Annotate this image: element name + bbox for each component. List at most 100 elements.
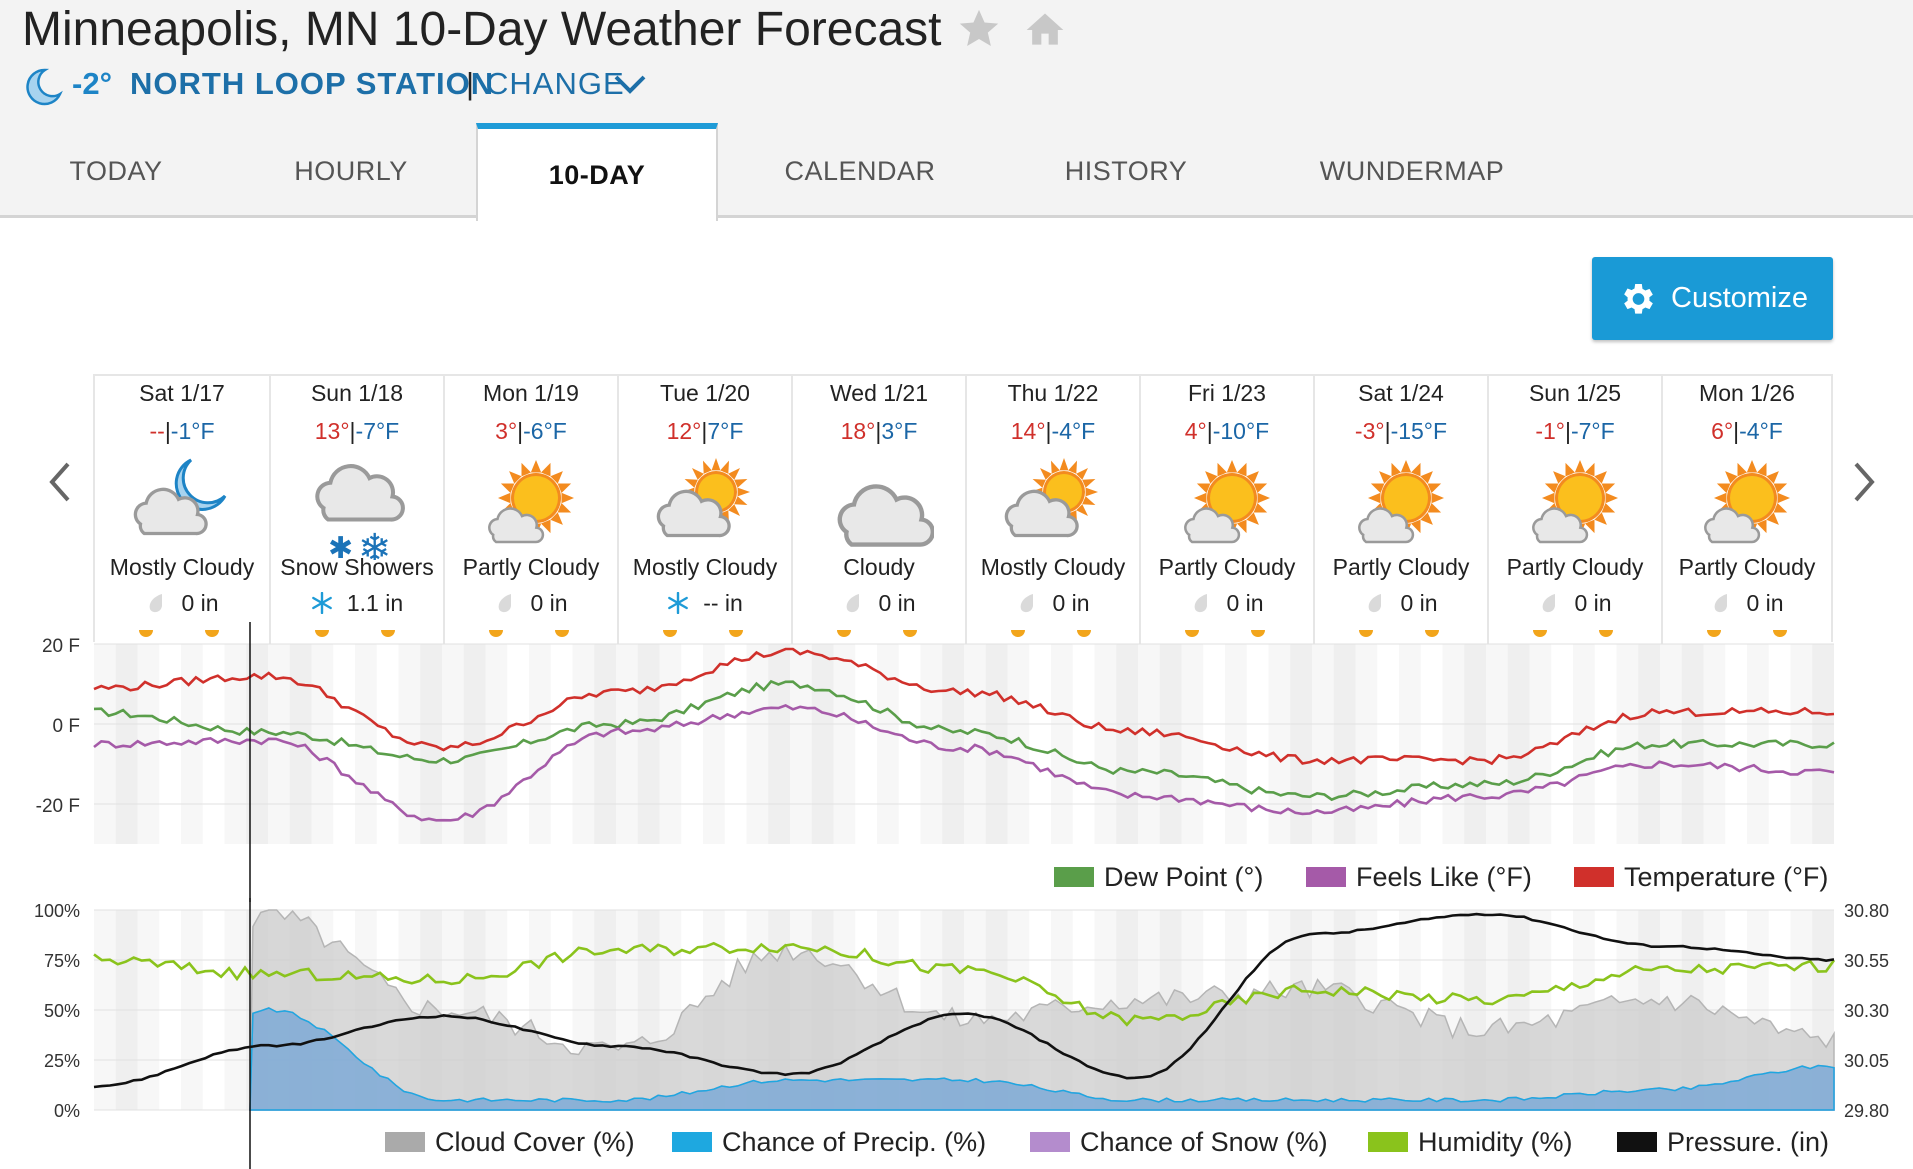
legend-swatch — [1306, 867, 1346, 887]
legend-label: Temperature (°F) — [1624, 861, 1829, 892]
precip-amount: 0 in — [967, 590, 1139, 617]
mostly-cloudy-icon — [656, 458, 750, 538]
temp-separator: | — [1045, 418, 1052, 444]
night-band — [594, 644, 616, 844]
y-tick-label: -20 F — [36, 796, 80, 817]
legend-swatch — [1617, 1132, 1657, 1152]
previous-days-arrow-icon[interactable] — [44, 458, 76, 506]
favorite-star-icon[interactable] — [956, 6, 1002, 52]
night-band — [681, 644, 703, 844]
humidity-line — [93, 941, 1836, 1027]
night-band — [1594, 644, 1617, 844]
partly-cloudy-icon — [488, 460, 574, 544]
day-date: Fri 1/23 — [1188, 380, 1266, 406]
y-tick-label: 75% — [44, 951, 80, 971]
day-column[interactable]: Thu 1/22 14°|-4°F Mostly Cloudy 0 in — [965, 376, 1139, 644]
tab-history[interactable]: HISTORY — [1064, 155, 1188, 186]
ten-day-strip: Sat 1/17 --|-1°F Mostly Cloudy 0 in Sun 1/18… — [93, 374, 1833, 644]
night-band — [1116, 644, 1138, 844]
tab-today[interactable]: TODAY — [69, 155, 163, 186]
day-date: Mon 1/26 — [1699, 380, 1795, 406]
night-mostly-cloudy-icon — [133, 458, 227, 536]
gear-icon — [1624, 283, 1653, 314]
high-low-temp: 18°|3°F — [793, 418, 965, 445]
sunrise-marker — [489, 630, 503, 637]
precip-amount: 0 in — [1315, 590, 1487, 617]
low-temp: 7°F — [707, 418, 744, 444]
day-column[interactable]: Mon 1/19 3°|-6°F Partly Cloudy 0 in — [443, 376, 617, 644]
sunset-marker — [903, 630, 917, 637]
night-band — [246, 644, 268, 844]
y2-tick-label: 29.80 — [1844, 1101, 1889, 1121]
mostly-cloudy-icon — [1004, 458, 1098, 538]
day-date: Sun 1/25 — [1528, 380, 1622, 406]
condition-label: Partly Cloudy — [462, 554, 600, 580]
sunset-marker — [555, 630, 569, 637]
day-column[interactable]: Sun 1/25 -1°|-7°F Partly Cloudy 0 in — [1487, 376, 1661, 644]
low-temp: -10°F — [1212, 418, 1270, 444]
day-column[interactable]: Mon 1/26 6°|-4°F Partly Cloudy 0 in — [1661, 376, 1831, 644]
chevron-down-icon[interactable] — [612, 72, 648, 96]
high-low-temp: -3°|-15°F — [1315, 418, 1487, 445]
station-name[interactable]: NORTH LOOP STATION — [130, 66, 495, 101]
svg-text:✱: ✱ — [328, 531, 353, 560]
tab-hourly[interactable]: HOURLY — [294, 155, 408, 186]
night-band — [1159, 644, 1182, 844]
day-column[interactable]: Sat 1/24 -3°|-15°F Partly Cloudy 0 in — [1313, 376, 1487, 644]
day-column[interactable]: Sat 1/17 --|-1°F Mostly Cloudy 0 in — [95, 376, 269, 644]
tab-10-day[interactable]: 10-DAY — [476, 123, 718, 221]
rain-drop-icon — [842, 592, 864, 614]
day-column[interactable]: Sun 1/18 13°|-7°F ✱ ❄ Snow Showers 1.1 in — [269, 376, 443, 644]
y-tick-label: 0 F — [53, 716, 80, 737]
legend-label: Feels Like (°F) — [1356, 861, 1532, 892]
night-band — [1464, 644, 1486, 844]
next-days-arrow-icon[interactable] — [1848, 458, 1880, 506]
sunset-marker — [381, 630, 395, 637]
day-column[interactable]: Wed 1/21 18°|3°F Cloudy 0 in — [791, 376, 965, 644]
page-header: Minneapolis, MN 10-Day Weather Forecast … — [0, 0, 1913, 221]
page-title: Minneapolis, MN 10-Day Weather Forecast — [22, 3, 942, 56]
legend-cloud-cover: Cloud Cover (%) — [385, 1126, 635, 1158]
y-tick-label: 100% — [34, 901, 80, 921]
day-date: Sat 1/17 — [139, 380, 225, 406]
customize-label: Customize — [1671, 282, 1808, 314]
night-band — [1551, 644, 1573, 844]
legend-label: Chance of Precip. (%) — [722, 1126, 987, 1157]
rain-drop-icon — [1710, 592, 1732, 614]
high-temp: 3° — [495, 418, 518, 444]
precip-amount: 0 in — [1489, 590, 1661, 617]
legend-swatch — [1368, 1132, 1408, 1152]
day-column[interactable]: Fri 1/23 4°|-10°F Partly Cloudy 0 in — [1139, 376, 1313, 644]
rain-drop-icon — [1538, 592, 1560, 614]
rain-drop-icon — [145, 592, 167, 614]
pressure-line — [93, 912, 1835, 1089]
series-line-1 — [93, 703, 1835, 822]
y2-tick-label: 30.30 — [1844, 1001, 1889, 1021]
y2-tick-label: 30.55 — [1844, 951, 1889, 971]
night-band — [550, 644, 573, 844]
customize-button[interactable]: Customize — [1592, 257, 1833, 340]
high-low-temp: 12°|7°F — [619, 418, 791, 445]
tab-wundermap[interactable]: WUNDERMAP — [1319, 155, 1505, 186]
night-band — [724, 644, 747, 844]
high-low-temp: 13°|-7°F — [271, 418, 443, 445]
precip-value: 0 in — [530, 590, 568, 616]
high-low-temp: 6°|-4°F — [1663, 418, 1831, 445]
day-column[interactable]: Tue 1/20 12°|7°F Mostly Cloudy -- in — [617, 376, 791, 644]
high-temp: 6° — [1711, 418, 1734, 444]
legend-chance-of-precip: Chance of Precip. (%) — [672, 1126, 986, 1158]
precip-value: 0 in — [878, 590, 916, 616]
tab-calendar[interactable]: CALENDAR — [784, 155, 936, 186]
legend-label: Chance of Snow (%) — [1080, 1126, 1328, 1157]
temp-separator: | — [875, 418, 882, 444]
precip-amount: 0 in — [95, 590, 269, 617]
condition-label: Mostly Cloudy — [632, 554, 778, 580]
high-temp: -1° — [1535, 418, 1565, 444]
sunrise-marker — [1533, 630, 1547, 637]
change-station-link[interactable]: CHANGE — [486, 66, 625, 101]
moon-icon — [26, 68, 63, 106]
high-temp: 4° — [1184, 418, 1207, 444]
night-band — [855, 644, 877, 844]
home-icon[interactable] — [1022, 8, 1068, 52]
legend-label: Pressure. (in) — [1667, 1126, 1830, 1157]
